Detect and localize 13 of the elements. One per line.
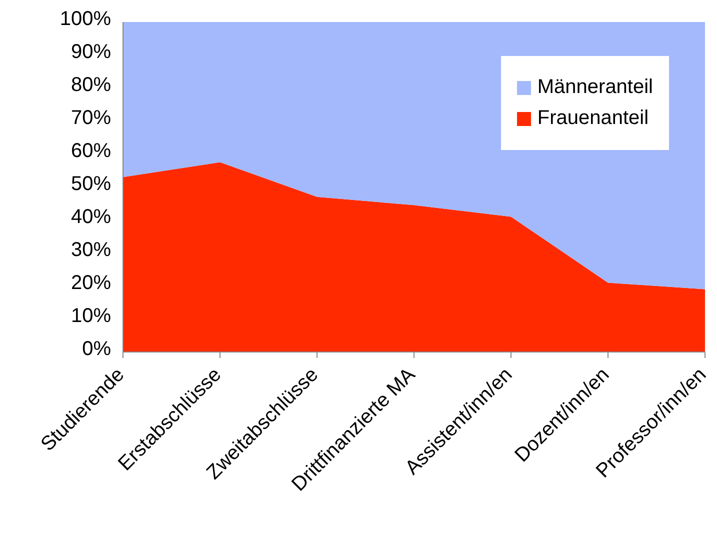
legend-label: Frauenanteil xyxy=(537,107,649,130)
y-tick-label: 60% xyxy=(70,140,112,162)
y-tick-label: 50% xyxy=(70,173,112,195)
y-tick-label: 80% xyxy=(70,74,112,96)
y-tick-label: 10% xyxy=(70,305,112,327)
y-tick-label: 20% xyxy=(70,272,112,294)
y-tick-label: 70% xyxy=(70,107,112,129)
legend-label: Männeranteil xyxy=(537,76,653,99)
y-tick-label: 40% xyxy=(70,206,112,228)
y-tick-label: 0% xyxy=(82,338,112,360)
y-tick-label: 100% xyxy=(60,8,112,30)
y-tick-label: 90% xyxy=(70,41,112,63)
y-tick-label: 30% xyxy=(70,239,112,261)
